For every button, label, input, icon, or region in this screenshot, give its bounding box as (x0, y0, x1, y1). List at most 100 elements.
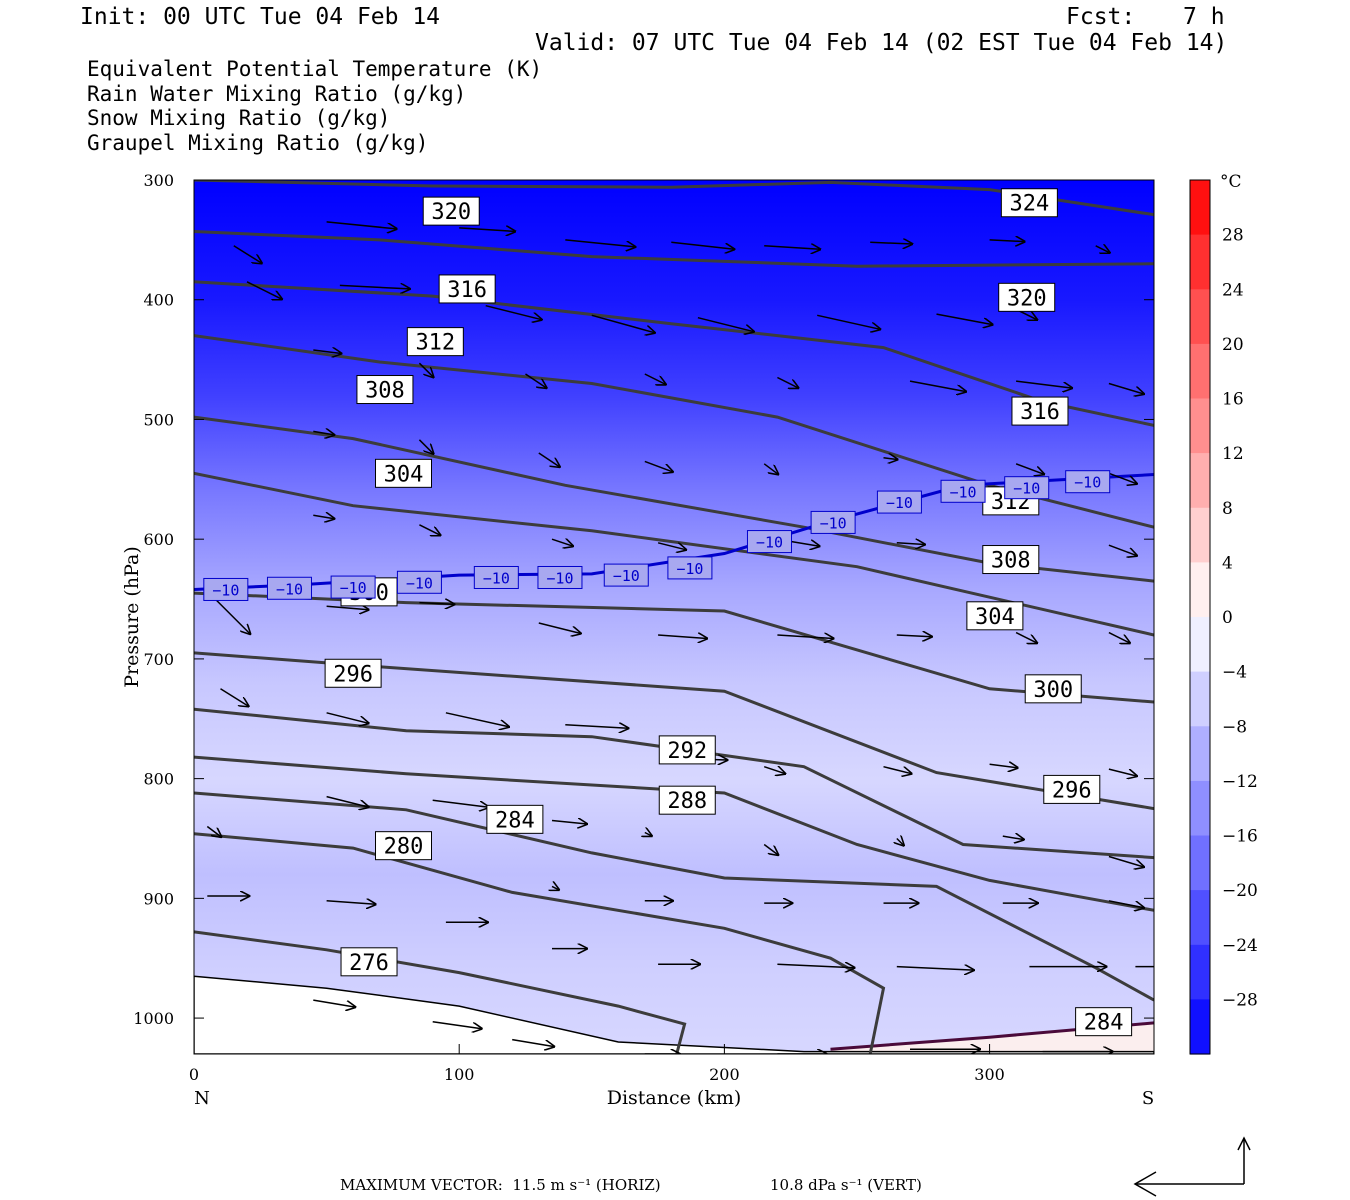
wind-vector (326, 712, 369, 724)
theta-e-label-box-316 (438, 274, 496, 304)
isotherm-label-box (473, 565, 519, 589)
wind-vector (418, 439, 433, 454)
wind-vector (763, 843, 778, 856)
wind-vectors (206, 221, 1154, 1054)
x-tick-label: 300 (974, 1065, 1005, 1084)
max-vector-horiz: MAXIMUM VECTOR: 11.5 m s⁻¹ (HORIZ) (340, 1176, 661, 1194)
isotherm-label-box (203, 577, 249, 601)
isotherm-label-box (330, 575, 376, 599)
x-tick-label: 200 (709, 1065, 740, 1084)
wind-vector (896, 543, 925, 545)
isotherm-label: −10 (950, 483, 977, 501)
colorbar-tick-label: 28 (1222, 226, 1244, 246)
colorbar-bin (1190, 780, 1210, 837)
field-label-theta-e: Equivalent Potential Temperature (K) (87, 57, 543, 81)
wind-vector (1016, 380, 1072, 388)
theta-e-contour-320 (194, 230, 1154, 268)
colorbar-tick-label: 16 (1222, 390, 1244, 410)
wind-vector (512, 1038, 554, 1047)
y-tick-label: 1000 (133, 1009, 174, 1028)
contour-labels: 3243203203163163123123083083043043003002… (324, 188, 1133, 1037)
wind-vector (246, 281, 282, 300)
colorbar-bin (1190, 343, 1210, 400)
wind-vector (1015, 463, 1044, 475)
wind-vector (883, 458, 898, 460)
x-axis-label: Distance (km) (607, 1087, 742, 1109)
south-label: S (1142, 1088, 1154, 1109)
wind-vector (538, 622, 581, 634)
colorbar-frame (1189, 179, 1211, 1055)
y-tick-label: 900 (143, 889, 174, 908)
theta-e-contour-296 (194, 651, 1154, 811)
theta-e-label-box-280 (375, 831, 433, 861)
wind-vector (657, 542, 686, 550)
colorbar-tick-label: 24 (1222, 280, 1244, 300)
theta-e-label-box-316 (1011, 396, 1069, 426)
x-tick-label: 100 (444, 1065, 475, 1084)
isotherm-label-box (1004, 476, 1050, 500)
isotherm-label: −10 (276, 580, 303, 598)
theta-e-label-308: 308 (991, 549, 1031, 574)
wind-vector (313, 515, 334, 519)
theta-e-label-box-284 (486, 804, 544, 834)
wind-vector (445, 712, 509, 727)
isotherm-label-box (876, 490, 922, 514)
theta-e-contour-280 (194, 832, 886, 1054)
isotherm-label-box (396, 570, 442, 594)
wind-vector (565, 725, 628, 729)
wind-vector (552, 886, 559, 890)
y-tick-label: 400 (143, 291, 174, 310)
theta-e-label-284: 284 (1084, 1011, 1124, 1036)
theta-e-label-box-324 (1000, 188, 1058, 218)
colorbar-tick-label: 4 (1222, 553, 1233, 573)
wind-vector (896, 635, 932, 637)
wind-vector (1108, 631, 1130, 644)
plot-frame (193, 179, 1155, 1055)
isotherm-label-box (1065, 470, 1111, 494)
wind-vector (1002, 836, 1024, 840)
wind-vector (326, 221, 397, 229)
theta-e-label-304: 304 (975, 605, 1015, 630)
axes: 300 400 500 600 700 800 900 1000 0 100 200 300 (133, 171, 1154, 1084)
theta-e-label-320: 320 (1007, 286, 1047, 311)
y-axis-label: Pressure (hPa) (121, 546, 143, 688)
colorbar-bin (1190, 398, 1210, 454)
theta-e-label-box-312 (406, 327, 464, 357)
isotherm-label: −10 (1013, 480, 1040, 498)
wind-vector (777, 635, 833, 639)
theta-e-label-308: 308 (365, 379, 405, 404)
wind-vector (432, 799, 489, 807)
isotherm-label-box (940, 479, 986, 503)
reference-vector-icon (1133, 1136, 1251, 1197)
theta-e-label-284: 284 (495, 808, 535, 833)
max-vector-vert: 10.8 dPa s⁻¹ (VERT) (770, 1176, 922, 1194)
wind-vector (418, 362, 433, 377)
colorbar-bin (1190, 453, 1210, 509)
wind-vector (1015, 631, 1037, 644)
wind-vector (777, 964, 854, 968)
field-label-rain: Rain Water Mixing Ratio (g/kg) (87, 82, 467, 106)
isotherm-label-box (537, 565, 583, 589)
y-tick-label: 700 (143, 650, 174, 669)
theta-e-label-box-304 (966, 601, 1024, 631)
wind-vector (909, 380, 966, 392)
colorbar-tick-label: 20 (1222, 335, 1244, 355)
isotherm-label: −10 (756, 534, 783, 552)
forecast-hour: 7 h (1183, 4, 1225, 30)
theta-e-label-320: 320 (431, 200, 471, 225)
theta-e-label-316: 316 (1020, 400, 1060, 425)
theta-e-contour-284 (194, 791, 1154, 1002)
y-tick-label: 300 (143, 171, 174, 190)
colorbar: 28 24 20 16 12 8 4 0 −4 −8 −12 −16 −20 −24 −28 (1189, 179, 1258, 1055)
isotherm-label: −10 (1074, 474, 1101, 492)
wind-vector (459, 228, 515, 232)
colorbar-bin (1190, 944, 1210, 1000)
wind-vector (525, 373, 547, 388)
wind-vector (870, 242, 912, 244)
theta-e-label-box-320 (422, 196, 480, 226)
x-tick-label: 0 (189, 1065, 199, 1084)
colorbar-tick-label: −8 (1222, 717, 1247, 737)
colorbar-bin (1190, 234, 1210, 290)
wind-vector (565, 239, 635, 247)
